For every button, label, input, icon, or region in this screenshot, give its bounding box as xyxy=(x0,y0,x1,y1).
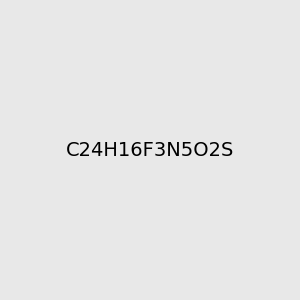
Text: C24H16F3N5O2S: C24H16F3N5O2S xyxy=(66,140,234,160)
